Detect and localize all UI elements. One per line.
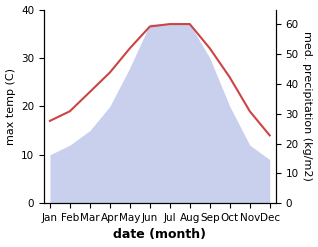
Y-axis label: med. precipitation (kg/m2): med. precipitation (kg/m2) [302,31,313,181]
Y-axis label: max temp (C): max temp (C) [5,68,16,145]
X-axis label: date (month): date (month) [113,228,206,242]
